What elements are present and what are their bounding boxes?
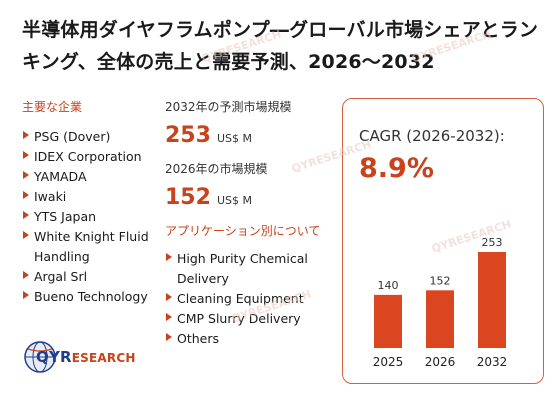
company-item: PSG (Dover) (22, 127, 172, 147)
x-tick-label: 2026 (425, 355, 456, 369)
page-title: 半導体用ダイヤフラムポンプ―グローバル市場シェアとランキング、全体の売上と需要予… (22, 19, 539, 73)
logo-suffix: ESEARCH (71, 351, 136, 365)
companies-section: 主要な企業 PSG (Dover) IDEX Corporation YAMAD… (22, 98, 172, 307)
company-item: Bueno Technology (22, 287, 172, 307)
forecast-label: 2032年の予測市場規模 (165, 100, 292, 114)
x-tick-label: 2025 (373, 355, 404, 369)
globe-logo-icon (24, 341, 56, 373)
cagr-value: 8.9% (359, 153, 434, 184)
company-list: PSG (Dover) IDEX Corporation YAMADA Iwak… (22, 127, 172, 307)
cagr-label: CAGR (2026-2032): (359, 127, 505, 145)
bar-value-label: 152 (430, 274, 451, 287)
current-unit: US$ M (216, 194, 252, 207)
company-item: Argal Srl (22, 267, 172, 287)
companies-heading: 主要な企業 (22, 100, 83, 114)
logo-wordmark: QYRESEARCH (36, 348, 136, 366)
bar-value-label: 253 (482, 236, 503, 249)
current-value: 152 (165, 185, 211, 210)
application-item: Others (165, 329, 340, 349)
current-label: 2026年の市場規模 (165, 162, 268, 176)
stats-section: 2032年の予測市場規模 253 US$ M 2026年の市場規模 152 US… (165, 98, 340, 349)
market-size-bar-chart: 140 2025 152 2026 253 2032 (373, 236, 508, 369)
applications-heading: アプリケーション別について (165, 224, 321, 238)
company-item: YAMADA (22, 167, 172, 187)
company-item: IDEX Corporation (22, 147, 172, 167)
forecast-value: 253 (165, 123, 211, 148)
company-item: YTS Japan (22, 207, 172, 227)
company-item: Iwaki (22, 187, 172, 207)
current-stat: 152 US$ M (165, 184, 340, 212)
bar-value-label: 140 (378, 279, 399, 292)
forecast-stat: 253 US$ M (165, 122, 340, 150)
x-tick-label: 2032 (477, 355, 508, 369)
application-item: High Purity Chemical Delivery (165, 249, 340, 289)
qyresearch-logo: QYRESEARCH (22, 337, 162, 377)
forecast-unit: US$ M (216, 132, 252, 145)
application-item: Cleaning Equipment (165, 289, 340, 309)
company-item: White Knight Fluid Handling (22, 227, 172, 267)
application-item: CMP Slurry Delivery (165, 309, 340, 329)
cagr-card: CAGR (2026-2032): 8.9% 140 2025 152 2026 253… (342, 98, 544, 384)
bar-2026 (426, 290, 454, 348)
bar-2025 (374, 294, 402, 348)
bar-2032 (478, 252, 506, 348)
logo-main: QYR (36, 348, 72, 366)
application-list: High Purity Chemical Delivery Cleaning E… (165, 249, 340, 349)
